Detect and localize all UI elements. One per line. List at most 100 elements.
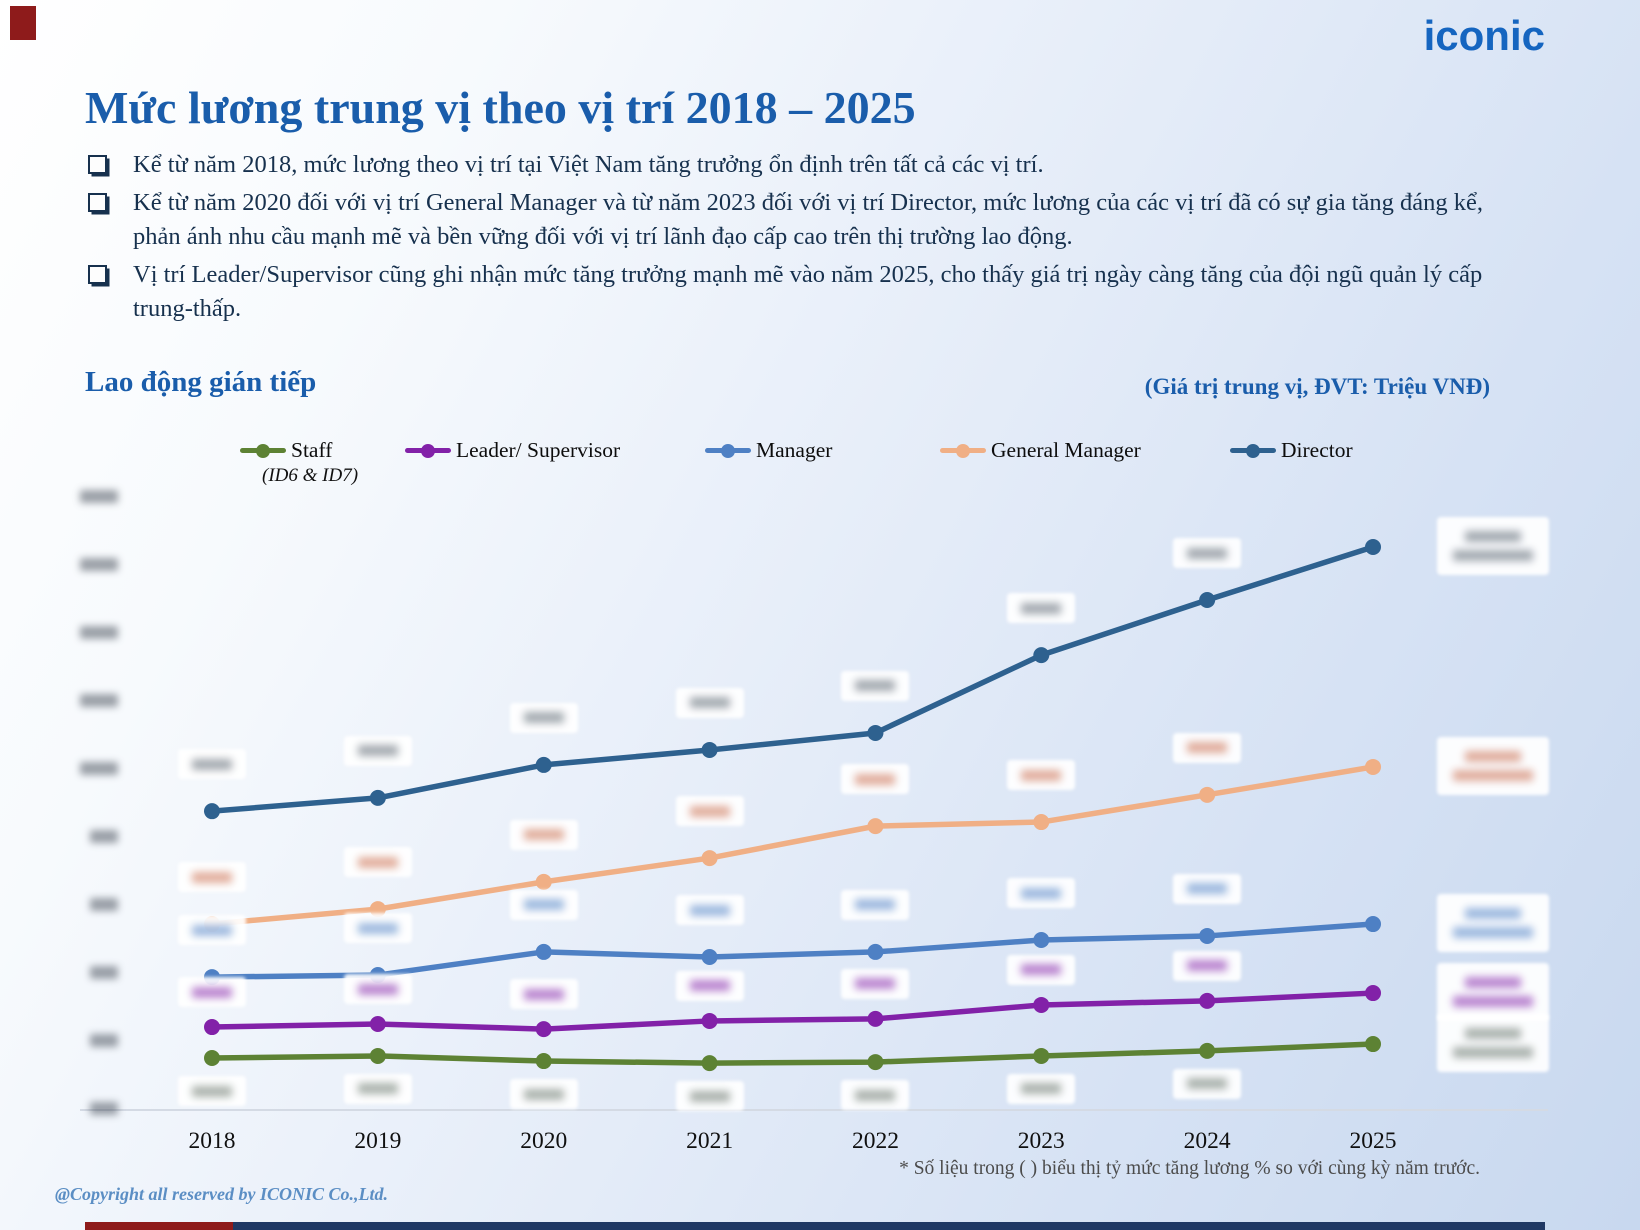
blurred-value <box>357 856 398 868</box>
data-point-general-manager-2021 <box>701 850 718 867</box>
legend-item-manager: Manager <box>705 438 832 463</box>
legend-dot-icon <box>721 443 735 458</box>
data-point-director-2018 <box>204 803 220 820</box>
legend-label-general-manager: General Manager <box>991 438 1141 462</box>
blurred-value <box>357 983 398 995</box>
data-label-blurred-manager-2022 <box>841 889 910 920</box>
data-label-blurred-director-2025-final <box>1437 516 1550 575</box>
data-label-blurred-staff-2020 <box>509 1079 578 1110</box>
data-label-blurred-director-2023 <box>1007 593 1076 624</box>
year-label-2021: 2021 <box>686 1128 734 1154</box>
blurred-value <box>1021 964 1062 976</box>
data-label-blurred-leader-supervisor-2023 <box>1007 954 1076 985</box>
data-label-blurred-director-2018 <box>178 749 246 780</box>
blurred-value <box>1187 742 1228 754</box>
data-point-director-2023 <box>1033 647 1050 664</box>
blurred-value <box>357 1083 398 1095</box>
data-point-general-manager-2022 <box>867 818 884 835</box>
data-point-director-2019 <box>369 789 386 806</box>
data-label-blurred-manager-2025-final <box>1437 894 1550 953</box>
blurred-value <box>523 712 564 724</box>
ytick-label-blurred <box>80 762 118 775</box>
series-line-staff <box>209 1041 1376 1066</box>
data-label-blurred-general-manager-2023 <box>1007 760 1076 791</box>
data-point-staff-2024 <box>1199 1042 1216 1059</box>
blurred-value <box>689 1090 730 1102</box>
data-label-blurred-staff-2025-final <box>1437 1014 1550 1073</box>
data-point-leader-supervisor-2024 <box>1199 992 1216 1009</box>
checkbox-bullet-icon <box>88 265 107 284</box>
data-point-staff-2020 <box>535 1053 552 1070</box>
unit-caption: (Giá trị trung vị, ĐVT: Triệu VNĐ) <box>1144 374 1490 399</box>
page-title: Mức lương trung vị theo vị trí 2018 – 20… <box>85 81 916 133</box>
blurred-value <box>689 904 730 916</box>
year-label-2018: 2018 <box>188 1128 236 1154</box>
data-label-blurred-manager-2020 <box>509 889 578 920</box>
blurred-value <box>689 697 730 709</box>
blurred-value <box>523 988 564 1000</box>
data-point-staff-2025 <box>1365 1036 1382 1053</box>
blurred-value <box>1453 1047 1534 1059</box>
legend-label-leader-supervisor: Leader/ Supervisor <box>456 438 621 462</box>
data-label-blurred-director-2019 <box>343 735 412 766</box>
data-label-blurred-general-manager-2022 <box>841 764 910 795</box>
data-point-staff-2019 <box>369 1047 386 1064</box>
data-label-blurred-leader-supervisor-2025-final <box>1437 963 1550 1022</box>
data-point-director-2022 <box>867 724 884 741</box>
bullet-text: Kể từ năm 2020 đối với vị trí General Ma… <box>133 189 1484 250</box>
ytick-label-blurred <box>80 694 118 707</box>
year-label-2022: 2022 <box>851 1128 899 1154</box>
year-label-2025: 2025 <box>1349 1128 1397 1154</box>
data-label-blurred-staff-2022 <box>841 1080 910 1111</box>
blurred-value <box>855 899 896 911</box>
legend-item-staff: Staff <box>240 438 332 463</box>
legend-marker-general-manager-icon <box>940 443 986 458</box>
data-label-blurred-leader-supervisor-2021 <box>675 970 744 1001</box>
series-line-leader-supervisor <box>209 990 1376 1032</box>
data-label-blurred-manager-2021 <box>675 895 744 926</box>
blurred-value <box>357 745 398 757</box>
blurred-value <box>1187 1078 1228 1090</box>
data-label-blurred-general-manager-2025-final <box>1437 736 1550 795</box>
blurred-value <box>1021 887 1062 899</box>
data-label-blurred-director-2024 <box>1173 538 1242 569</box>
data-point-director-2020 <box>535 756 552 773</box>
key-findings-list: Kể từ năm 2018, mức lương theo vị trí tạ… <box>88 148 1508 326</box>
data-label-blurred-staff-2024 <box>1173 1068 1242 1099</box>
legend-dot-icon <box>956 443 970 458</box>
iconic-logo: iconic <box>1423 12 1545 59</box>
ytick-label-blurred <box>90 1102 118 1115</box>
ytick-label-blurred <box>80 490 118 503</box>
legend-dot-icon <box>421 443 435 458</box>
ytick-label-blurred <box>80 558 118 571</box>
blurred-value <box>1021 1083 1062 1095</box>
data-label-blurred-general-manager-2019 <box>343 847 412 878</box>
legend-item-leader-supervisor: Leader/ Supervisor <box>405 438 620 463</box>
blurred-value <box>1465 750 1522 762</box>
blurred-value <box>1465 908 1522 920</box>
data-point-general-manager-2025 <box>1365 758 1382 775</box>
data-label-blurred-general-manager-2021 <box>675 796 744 827</box>
blurred-value <box>1453 927 1534 939</box>
data-label-blurred-leader-supervisor-2022 <box>841 968 910 999</box>
blurred-value <box>855 1089 896 1101</box>
ytick-label-blurred <box>90 830 118 843</box>
data-point-general-manager-2020 <box>535 873 552 890</box>
legend-label-staff: Staff <box>291 438 333 462</box>
data-point-leader-supervisor-2020 <box>535 1021 552 1038</box>
data-point-manager-2023 <box>1033 932 1050 949</box>
data-label-blurred-staff-2019 <box>343 1073 412 1104</box>
blurred-value <box>192 924 232 936</box>
data-point-staff-2023 <box>1033 1047 1050 1064</box>
data-point-manager-2021 <box>701 949 718 966</box>
blurred-value <box>1187 883 1228 895</box>
blurred-value <box>192 986 232 998</box>
data-point-manager-2024 <box>1199 927 1216 944</box>
data-label-blurred-staff-2023 <box>1007 1073 1076 1104</box>
year-label-2020: 2020 <box>520 1128 568 1154</box>
blurred-value <box>1465 530 1522 542</box>
year-label-2024: 2024 <box>1183 1128 1231 1154</box>
legend-marker-staff-icon <box>240 443 286 458</box>
